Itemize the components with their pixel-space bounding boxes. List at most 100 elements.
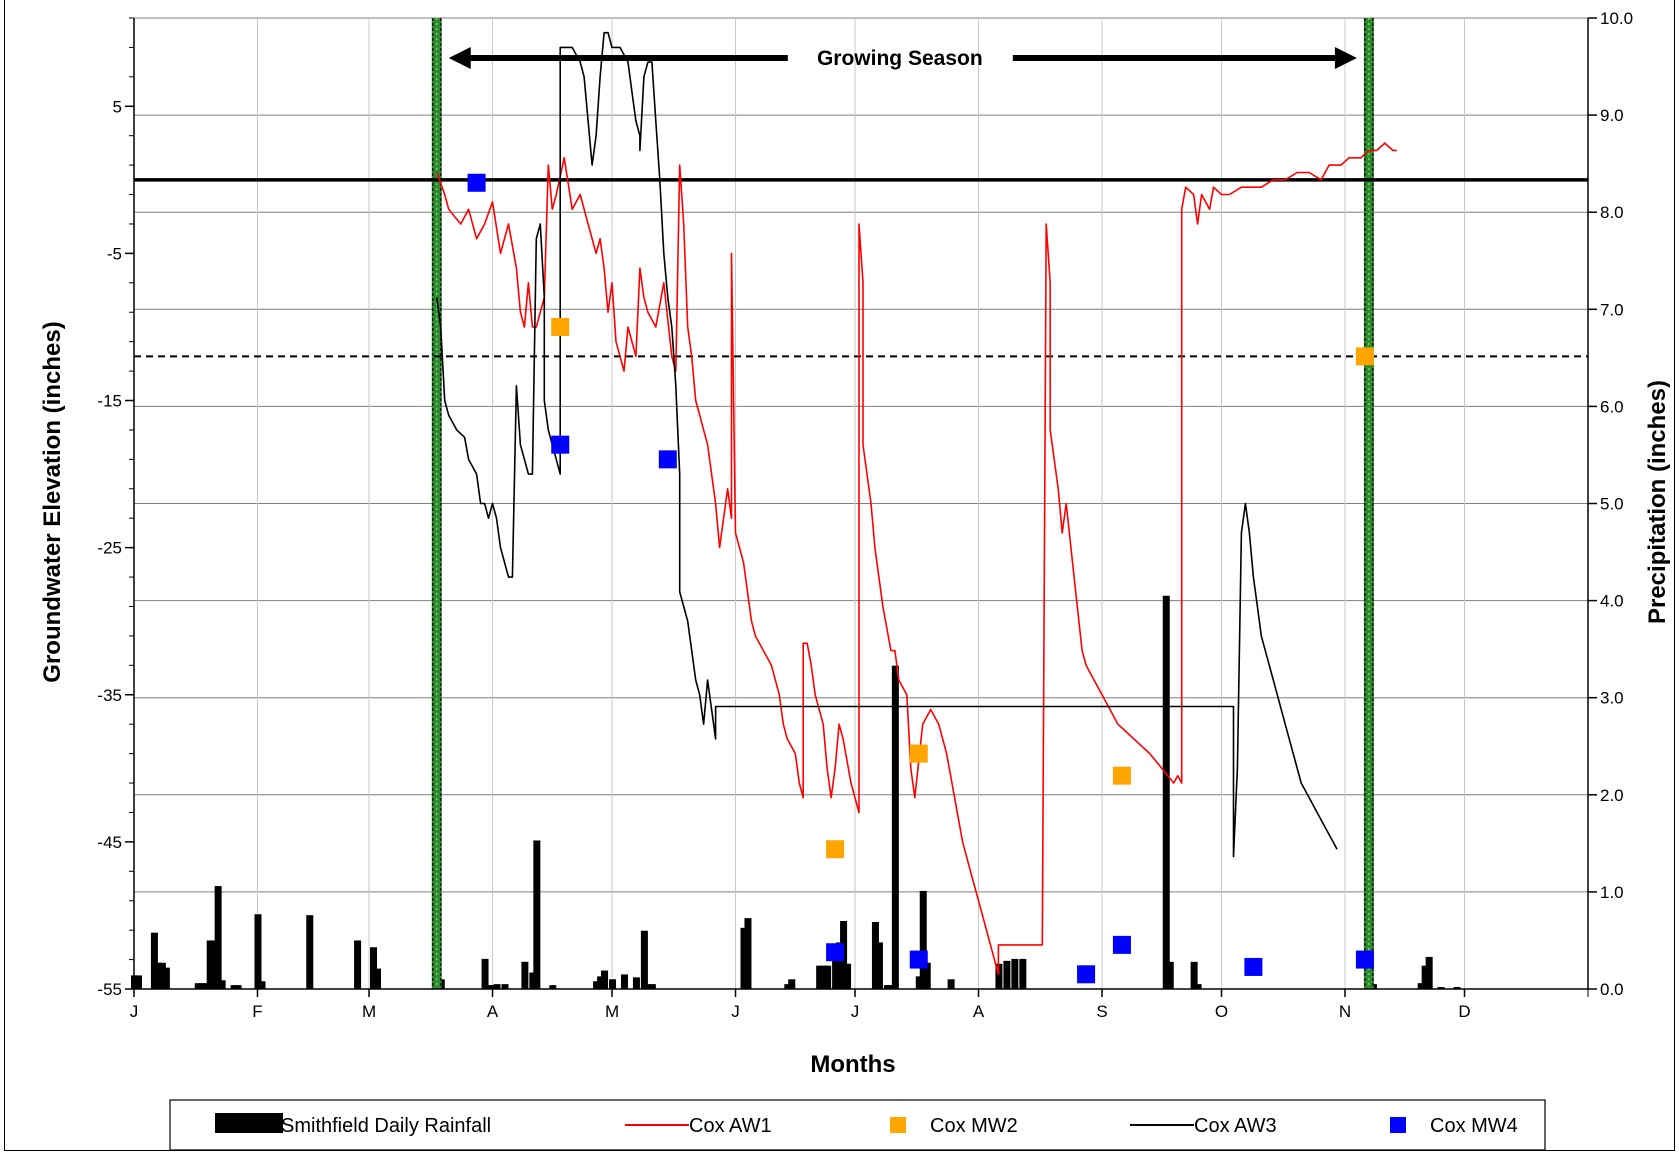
reference-lines [134,178,1588,358]
rainfall-bar [489,985,497,989]
rainfall-bar [370,947,378,989]
rainfall-bar [234,985,242,989]
rainfall-bar [258,981,266,989]
growing-season-label: Growing Season [817,47,983,70]
point-cox-mw4 [1355,950,1374,969]
rainfall-bar [891,665,899,989]
rainfall-bar [202,983,210,989]
rainfall-bar [816,965,824,989]
y-tick-label-right: 5.0 [1600,495,1624,514]
point-cox-mw2 [1355,347,1374,366]
y-tick-label-right: 8.0 [1600,203,1624,222]
rainfall-bar [1166,961,1174,989]
point-cox-mw4 [1244,957,1263,976]
x-tick-label: F [252,1002,262,1021]
rainfall-bar [875,942,883,989]
rainfall-bar [218,980,226,989]
rainfall-bar [640,930,648,989]
rainfall-bar [254,914,262,989]
y-tick-label-left: -55 [97,980,122,999]
y-axis-left-title: Groundwater Elevation (inches) [39,321,66,682]
rainfall-bar [306,915,314,989]
x-tick-label: J [851,1002,860,1021]
axes: 5 -5 -15 -25 -35 -45 -55 0.0 1.0 2.0 3.0 4.0 5.0 6.0 7… [97,9,1633,1021]
rainfall-bar [740,927,748,989]
rainfall-bar [1162,595,1170,989]
legend-swatch-bar [215,1113,283,1133]
rainfall-bar [1453,987,1461,989]
rainfall-bar [820,965,828,989]
rainfall-bar [601,970,609,989]
point-cox-mw4 [1112,935,1131,954]
y-tick-label-right: 9.0 [1600,106,1624,125]
y-tick-label-left: -35 [97,686,122,705]
legend-swatch-square [890,1117,906,1133]
series-points [467,173,1374,984]
rainfall-bar [609,979,617,989]
rainfall-bar [887,985,895,989]
rainfall-bar [1011,958,1019,989]
legend-box [169,1099,1546,1151]
rainfall-bar [1019,958,1027,989]
rainfall-bar [1003,960,1011,989]
rainfall-bar [597,976,605,989]
y-tick-label-right: 0.0 [1600,980,1624,999]
legend-label: Cox AW1 [689,1115,772,1137]
rainfall-bar [150,932,158,989]
point-cox-mw4 [909,950,928,969]
rainfall-bar [923,962,931,989]
rainfall-bar [1437,987,1445,989]
y-tick-label-right: 1.0 [1600,883,1624,902]
rainfall-bar [210,940,218,989]
x-tick-label: O [1215,1002,1228,1021]
point-cox-mw4 [467,173,486,192]
y-tick-label-left: -45 [97,833,122,852]
rainfall-bar [354,940,362,989]
rainfall-bar [836,942,844,989]
y-tick-label-right: 2.0 [1600,786,1624,805]
y-tick-label-right: 4.0 [1600,592,1624,611]
point-cox-mw2 [1112,766,1131,785]
rainfall-bar [784,984,792,989]
growing-season-arrowhead-right [1334,47,1357,69]
point-cox-mw4 [1077,965,1096,984]
rainfall-bar [533,840,541,989]
rainfall-bar [230,985,238,989]
rainfall-bar [744,918,752,989]
y-tick-label-left: -15 [97,392,122,411]
y-tick-label-right: 3.0 [1600,689,1624,708]
y-axis-right-title: Precipitation (inches) [1644,380,1671,624]
rainfall-bar [844,963,852,989]
x-tick-label: D [1458,1002,1470,1021]
rainfall-bar [521,961,529,989]
rainfall-bar [493,984,501,989]
rainfall-bar [915,976,923,989]
y-tick-label-left: 5 [113,97,122,116]
rainfall-bar [194,983,202,989]
rainfall-bar [1194,984,1202,989]
rainfall-bar [832,960,840,989]
legend-label: Cox MW2 [930,1115,1018,1137]
point-cox-mw2 [551,317,570,336]
x-tick-label: A [973,1002,985,1021]
point-cox-mw4 [826,943,845,962]
rainfall-bar [1421,965,1429,989]
legend-swatch-square [1390,1117,1406,1133]
y-tick-label-right: 6.0 [1600,397,1624,416]
point-cox-mw2 [909,744,928,763]
rainfall-bar [198,983,206,989]
rainfall-bar [883,985,891,989]
y-tick-label-left: -5 [107,244,122,263]
series-lines [436,31,1397,976]
x-tick-label: A [487,1002,499,1021]
legend-label: Smithfield Daily Rainfall [281,1115,491,1137]
series-line-cox-aw3 [436,31,1338,858]
point-cox-mw4 [551,435,570,454]
rainfall-bar [1190,961,1198,989]
rainfall-bar [485,985,493,989]
rainfall-bar [1417,983,1425,989]
legend-label: Cox AW3 [1194,1115,1277,1137]
y-tick-label-right: 10.0 [1600,9,1633,28]
rainfall-bars [131,595,1461,989]
y-tick-label-right: 7.0 [1600,300,1624,319]
